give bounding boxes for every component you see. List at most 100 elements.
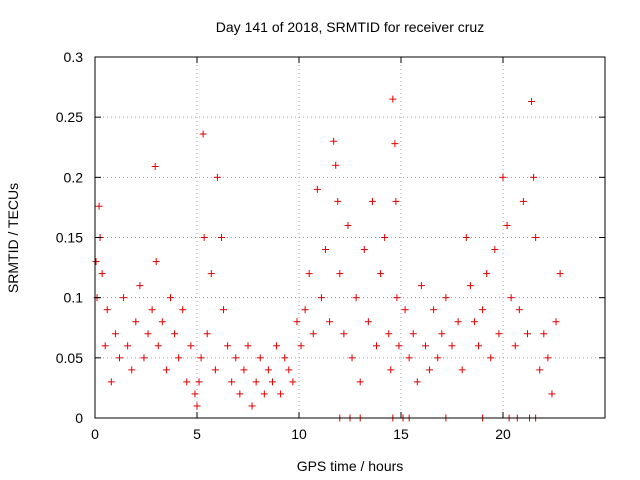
data-point — [352, 294, 360, 302]
x-tick-label: 10 — [291, 426, 307, 442]
data-point — [128, 366, 136, 374]
data-point — [377, 270, 385, 278]
data-point — [260, 390, 268, 398]
data-point — [426, 366, 434, 374]
data-point — [417, 282, 425, 290]
data-point — [368, 197, 376, 205]
data-point — [107, 378, 115, 386]
data-point — [309, 330, 317, 338]
data-point — [313, 185, 321, 193]
data-point — [95, 202, 103, 210]
data-point — [483, 270, 491, 278]
data-point — [144, 330, 152, 338]
data-point — [442, 294, 450, 302]
data-point — [519, 197, 527, 205]
data-point — [475, 342, 483, 350]
data-point — [273, 342, 281, 350]
data-point — [101, 342, 109, 350]
data-point — [111, 330, 119, 338]
data-point — [454, 318, 462, 326]
data-point — [507, 294, 515, 302]
data-point — [364, 318, 372, 326]
data-point — [409, 330, 417, 338]
data-point — [203, 330, 211, 338]
y-axis-label: SRMTID / TECUs — [5, 183, 21, 293]
data-point — [197, 354, 205, 362]
data-point — [152, 258, 160, 266]
x-tick-label: 15 — [393, 426, 409, 442]
data-point — [393, 294, 401, 302]
data-point — [281, 354, 289, 362]
data-point — [213, 173, 221, 181]
data-point — [136, 282, 144, 290]
data-point — [334, 197, 342, 205]
data-point — [340, 330, 348, 338]
data-point — [285, 366, 293, 374]
x-tick-label: 0 — [91, 426, 99, 442]
data-point — [305, 270, 313, 278]
data-point — [434, 354, 442, 362]
data-point — [421, 342, 429, 350]
data-point — [458, 366, 466, 374]
data-point — [277, 390, 285, 398]
data-point — [495, 330, 503, 338]
data-point — [552, 318, 560, 326]
data-point — [381, 234, 389, 241]
x-axis-label: GPS time / hours — [297, 458, 404, 474]
data-point — [264, 366, 272, 374]
data-point — [528, 98, 536, 106]
data-point — [438, 330, 446, 338]
data-point — [389, 95, 397, 103]
data-point — [503, 221, 511, 229]
data-point — [132, 318, 140, 326]
data-point — [405, 354, 413, 362]
y-tick-label: 0.25 — [56, 109, 83, 125]
y-tick-label: 0.05 — [56, 350, 83, 366]
y-tick-label: 0.1 — [64, 290, 84, 306]
data-point — [499, 173, 507, 181]
data-point — [448, 342, 456, 350]
data-point — [211, 366, 219, 374]
data-point — [479, 306, 487, 314]
data-point — [530, 173, 538, 181]
data-point — [391, 140, 399, 148]
data-point — [191, 390, 199, 398]
data-point — [491, 246, 499, 254]
data-point — [268, 378, 276, 386]
data-point — [462, 234, 470, 241]
data-point — [360, 246, 368, 254]
data-point — [236, 390, 244, 398]
data-point — [330, 137, 338, 145]
data-point — [124, 342, 132, 350]
data-point — [256, 354, 264, 362]
data-point — [336, 270, 344, 278]
data-point — [301, 306, 309, 314]
data-point — [487, 354, 495, 362]
data-point — [244, 342, 252, 350]
data-point — [322, 246, 330, 254]
chart-title: Day 141 of 2018, SRMTID for receiver cru… — [216, 19, 484, 35]
y-tick-label: 0.15 — [56, 230, 83, 246]
data-point — [293, 318, 301, 326]
data-point — [103, 306, 111, 314]
data-point — [544, 354, 552, 362]
data-point — [154, 342, 162, 350]
data-point — [217, 234, 225, 241]
data-point — [228, 378, 236, 386]
data-point — [151, 163, 159, 171]
data-point — [413, 378, 421, 386]
data-point — [395, 342, 403, 350]
data-point — [207, 270, 215, 278]
data-point — [297, 342, 305, 350]
data-point — [140, 354, 148, 362]
data-point — [171, 330, 179, 338]
data-point — [356, 378, 364, 386]
data-point — [187, 342, 195, 350]
data-point — [232, 354, 240, 362]
data-point — [515, 306, 523, 314]
data-point — [120, 294, 128, 302]
x-tick-label: 20 — [495, 426, 511, 442]
data-point — [148, 306, 156, 314]
data-point — [252, 378, 260, 386]
